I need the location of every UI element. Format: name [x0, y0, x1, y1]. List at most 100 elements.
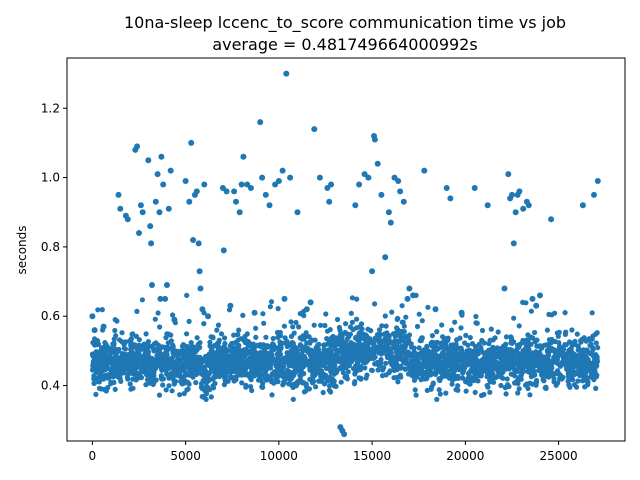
data-point [89, 313, 96, 320]
data-point [118, 378, 124, 384]
data-point [419, 376, 425, 382]
data-point [386, 370, 392, 376]
data-point [578, 348, 584, 354]
data-point [153, 340, 159, 346]
data-point [326, 383, 333, 389]
data-point [144, 350, 150, 356]
data-point [451, 349, 457, 355]
data-point [290, 396, 296, 402]
data-point [541, 378, 547, 384]
data-point [240, 361, 246, 367]
data-point [322, 322, 328, 329]
data-point [95, 307, 101, 313]
data-point [95, 341, 101, 347]
data-point [279, 360, 285, 366]
data-point [340, 358, 346, 364]
data-point [378, 191, 385, 198]
data-point [553, 348, 560, 354]
data-point [562, 310, 568, 316]
data-point [316, 341, 322, 347]
data-point [294, 209, 301, 216]
data-point [143, 382, 149, 388]
data-point [234, 345, 240, 351]
data-point [188, 139, 195, 146]
data-point [353, 363, 359, 369]
data-point [320, 353, 327, 359]
data-point [307, 340, 313, 346]
data-point [207, 339, 213, 345]
data-point [485, 384, 491, 390]
data-point [421, 167, 428, 174]
data-point [115, 191, 122, 198]
data-point [319, 377, 325, 383]
data-point [169, 388, 175, 394]
data-point [303, 306, 310, 313]
data-point [152, 198, 159, 205]
data-point [363, 344, 369, 350]
data-point [424, 373, 431, 379]
data-point [138, 374, 145, 381]
data-point [361, 171, 368, 178]
data-point [444, 370, 450, 376]
data-point [525, 355, 532, 361]
data-point [189, 372, 195, 378]
data-point [117, 367, 124, 373]
data-point [414, 323, 421, 330]
data-point [577, 368, 583, 374]
data-point [341, 431, 348, 438]
data-point [503, 334, 510, 340]
data-point [453, 387, 459, 393]
data-point [267, 304, 273, 310]
data-point [516, 188, 523, 195]
data-point [276, 352, 282, 359]
data-point [543, 360, 549, 366]
data-point [259, 174, 266, 181]
data-point [542, 365, 549, 371]
data-point [192, 354, 198, 360]
data-point [591, 377, 597, 383]
data-point [372, 361, 378, 367]
data-point [303, 330, 309, 336]
data-point [395, 351, 401, 357]
data-point [340, 369, 346, 376]
data-point [429, 343, 435, 349]
data-point [430, 370, 437, 376]
data-point [505, 346, 511, 353]
data-point [154, 171, 161, 178]
data-point [478, 371, 484, 377]
data-point [509, 347, 515, 353]
data-point [141, 345, 147, 351]
data-point [484, 202, 491, 209]
data-point [470, 368, 476, 374]
data-point [112, 366, 118, 372]
data-point [260, 384, 266, 390]
data-point [478, 347, 484, 353]
data-point [320, 359, 326, 365]
data-point [284, 338, 290, 345]
data-point [363, 332, 369, 338]
data-point [473, 356, 479, 362]
data-point [150, 377, 157, 383]
data-point [567, 354, 574, 360]
data-point [437, 391, 443, 397]
data-point [125, 372, 131, 378]
data-point [298, 372, 304, 378]
data-point [490, 337, 496, 343]
data-point [328, 358, 334, 364]
data-point [392, 333, 398, 339]
data-point [182, 369, 188, 376]
data-point [519, 362, 525, 368]
data-point [556, 329, 562, 335]
data-point [339, 354, 345, 360]
data-point [311, 364, 318, 370]
data-point [238, 336, 244, 342]
data-point [363, 375, 369, 381]
data-point [247, 185, 254, 191]
data-point [219, 370, 225, 376]
data-point [520, 205, 527, 212]
data-point [434, 329, 440, 335]
data-point [314, 352, 320, 358]
data-point [306, 386, 312, 392]
data-point [371, 136, 378, 143]
data-point [244, 331, 250, 337]
